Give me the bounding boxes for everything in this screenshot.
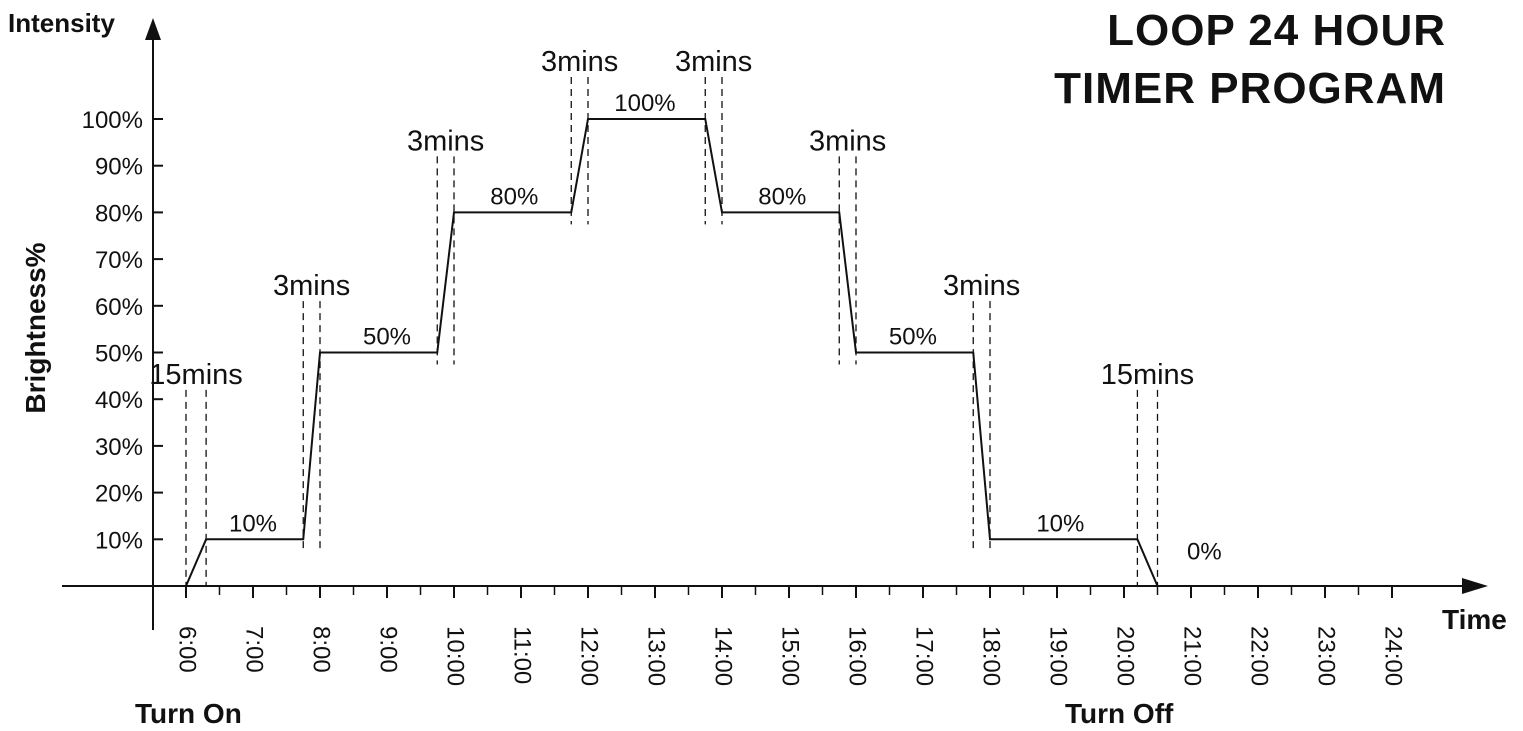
x-tick-label: 7:00	[241, 626, 268, 673]
brightness-curve	[185, 118, 1159, 587]
level-label: 80%	[758, 183, 806, 210]
level-label: 10%	[1036, 510, 1084, 537]
x-tick-label: 15:00	[777, 626, 804, 686]
y-tick-label: 40%	[95, 387, 143, 414]
x-tick-label: 8:00	[308, 626, 335, 673]
x-tick-label: 19:00	[1045, 626, 1072, 686]
x-tick-label: 18:00	[978, 626, 1005, 686]
x-tick-label: 20:00	[1112, 626, 1139, 686]
x-tick-label: 14:00	[710, 626, 737, 686]
transition-duration-label: 3mins	[541, 46, 618, 78]
y-tick-label: 100%	[82, 107, 143, 134]
level-label: 0%	[1187, 538, 1222, 565]
title-line-1: LOOP 24 HOUR	[1107, 6, 1446, 55]
x-tick-label: 6:00	[174, 626, 201, 673]
y-axis-label: Brightness%	[20, 242, 51, 414]
transition-duration-label: 3mins	[943, 270, 1020, 302]
level-label: 50%	[363, 324, 411, 351]
transition-duration-label: 3mins	[809, 125, 886, 157]
y-tick-label: 60%	[95, 294, 143, 321]
x-tick-label: 22:00	[1246, 626, 1273, 686]
y-tick-label: 20%	[95, 481, 143, 508]
transition-duration-label: 3mins	[675, 46, 752, 78]
x-tick-label: 13:00	[643, 626, 670, 686]
turn-on-label: Turn On	[135, 698, 242, 729]
level-label: 50%	[889, 324, 937, 351]
title-line-2: TIMER PROGRAM	[1054, 64, 1446, 113]
chart-labels: 15mins 3mins 3mins 3mins 3mins 3mins 3mins 15mi…	[149, 46, 1221, 565]
transition-duration-label: 15mins	[149, 359, 243, 391]
transition-duration-label: 3mins	[273, 270, 350, 302]
x-tick-label: 12:00	[576, 626, 603, 686]
x-tick-label: 21:00	[1179, 626, 1206, 686]
transition-guides	[185, 76, 1159, 586]
chart-axes	[62, 18, 1488, 630]
chart-ticks: 10% 20% 30% 40% 50% 60% 70% 80% 90% 100% 6:00 7:00 8…	[82, 107, 1407, 686]
y-tick-label: 90%	[95, 154, 143, 181]
turn-off-label: Turn Off	[1065, 698, 1174, 729]
level-label: 10%	[229, 510, 277, 537]
x-tick-label: 23:00	[1313, 626, 1340, 686]
transition-duration-label: 15mins	[1101, 359, 1195, 391]
x-tick-label: 10:00	[442, 626, 469, 686]
x-tick-label: 9:00	[375, 626, 402, 673]
x-tick-label: 17:00	[911, 626, 938, 686]
y-tick-label: 30%	[95, 434, 143, 461]
brightness-series-line	[185, 118, 1159, 587]
level-label: 100%	[614, 90, 675, 117]
x-tick-label: 16:00	[844, 626, 871, 686]
x-axis-label: Time	[1442, 604, 1507, 635]
y-tick-label: 70%	[95, 247, 143, 274]
y-tick-label: 80%	[95, 200, 143, 227]
level-label: 80%	[490, 183, 538, 210]
x-axis-arrow-icon	[1462, 578, 1488, 594]
x-tick-label: 24:00	[1380, 626, 1407, 686]
y-tick-label: 50%	[95, 341, 143, 368]
y-axis-arrow-icon	[145, 18, 161, 40]
intensity-axis-label: Intensity	[8, 8, 115, 38]
x-tick-label: 11:00	[509, 626, 536, 684]
transition-duration-label: 3mins	[407, 125, 484, 157]
y-tick-label: 10%	[95, 527, 143, 554]
